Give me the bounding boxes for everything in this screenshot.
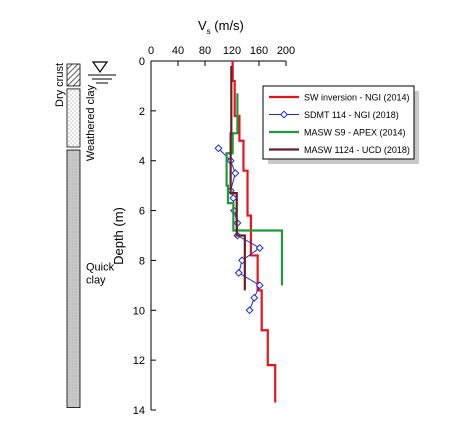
data-point-marker xyxy=(255,281,264,290)
series-layer xyxy=(214,61,284,403)
data-point-marker xyxy=(255,243,264,252)
series-line xyxy=(231,61,277,403)
data-point-marker xyxy=(245,306,254,315)
x-tick-label: 160 xyxy=(250,45,268,57)
water-table-symbol xyxy=(88,61,116,84)
axis-ticks: 0 40 80 120 160 200 0 2 4 6 8 10 12 14 xyxy=(133,45,295,417)
series-line xyxy=(225,93,284,286)
soil-label-dry-crust: Dry crust xyxy=(54,63,66,107)
series-line xyxy=(218,147,261,311)
series-line xyxy=(229,65,246,291)
data-point-marker xyxy=(250,293,259,302)
legend-box xyxy=(262,85,415,160)
series-2 xyxy=(225,93,284,286)
soil-layer-grey xyxy=(66,149,81,408)
x-tick-label: 0 xyxy=(148,45,154,57)
data-point-marker xyxy=(229,194,238,203)
series-3 xyxy=(229,65,246,291)
legend-marker xyxy=(279,110,289,119)
legend-entry: MASW 1124 - UCD (2018) xyxy=(269,145,410,155)
soil-column: Dry crust Weathered clay Quick clay xyxy=(54,63,115,408)
x-tick-label: 40 xyxy=(172,45,184,57)
y-tick-label: 12 xyxy=(133,355,145,367)
series-1 xyxy=(214,144,264,315)
y-tick-label: 8 xyxy=(139,255,145,267)
legend-label: SW inversion - NGI (2014) xyxy=(304,93,410,103)
legend-label: SDMT 114 - NGI (2018) xyxy=(304,110,399,120)
soil-label-quick-clay: Quick clay xyxy=(86,261,115,286)
plot-axes xyxy=(150,60,286,410)
data-point-marker xyxy=(214,144,223,153)
y-tick-label: 0 xyxy=(139,56,145,68)
legend-label: MASW 1124 - UCD (2018) xyxy=(304,145,410,155)
legend-entry: MASW S9 - APEX (2014) xyxy=(269,128,406,138)
series-0 xyxy=(231,61,277,403)
y-axis-title: Depth (m) xyxy=(111,207,126,265)
x-tick-label: 80 xyxy=(199,45,211,57)
legend-entry: SDMT 114 - NGI (2018) xyxy=(269,110,399,120)
legend-entry: SW inversion - NGI (2014) xyxy=(269,93,410,103)
y-tick-label: 6 xyxy=(139,206,145,218)
data-point-marker xyxy=(234,268,243,277)
soil-layer-hatch xyxy=(66,63,81,87)
x-axis-title: Vs (m/s) xyxy=(198,18,244,36)
legend-label: MASW S9 - APEX (2014) xyxy=(304,128,406,138)
soil-layer-dots xyxy=(66,88,81,148)
y-tick-label: 14 xyxy=(133,405,145,417)
y-tick-label: 10 xyxy=(133,305,145,317)
y-tick-label: 4 xyxy=(139,156,145,168)
soil-label-weathered-clay: Weathered clay xyxy=(85,84,97,161)
y-tick-label: 2 xyxy=(139,106,145,118)
legend: SW inversion - NGI (2014) SDMT 114 - NGI … xyxy=(262,85,419,164)
x-tick-label: 120 xyxy=(223,45,241,57)
x-tick-label: 200 xyxy=(277,45,295,57)
data-point-marker xyxy=(231,169,240,178)
